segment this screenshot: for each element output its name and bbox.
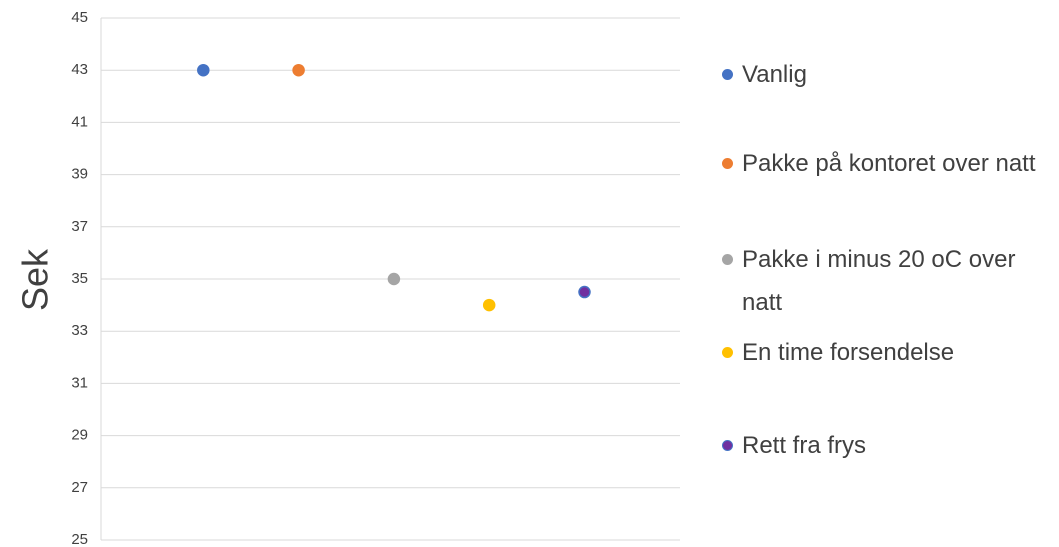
y-tick-label: 41	[71, 113, 88, 130]
y-tick-label: 31	[71, 374, 88, 391]
legend-label: Pakke på kontoret over natt	[742, 150, 1036, 177]
legend-marker	[722, 69, 733, 80]
point	[292, 63, 305, 77]
legend-label: Pakke i minus 20 oC over natt	[742, 246, 1016, 316]
y-tick-label: 27	[71, 479, 88, 496]
point	[197, 63, 210, 77]
y-tick-label: 33	[71, 322, 88, 339]
y-tick-label: 25	[71, 531, 88, 547]
y-tick-label: 37	[71, 218, 88, 235]
legend-label: Vanlig	[742, 61, 807, 88]
y-tick-label: 39	[71, 166, 88, 183]
legend-item: En time forsendelse	[722, 331, 1052, 374]
y-tick-label: 43	[71, 61, 88, 78]
legend-item: Vanlig	[722, 53, 1052, 96]
legend-label: Rett fra frys	[742, 432, 867, 459]
legend-marker	[722, 347, 733, 358]
legend-item: Pakke på kontoret over natt	[722, 142, 1052, 185]
y-axis-label: Sek	[15, 248, 56, 311]
point	[387, 272, 401, 286]
point	[482, 298, 496, 312]
y-tick-label: 35	[71, 270, 88, 287]
legend-item: Rett fra frys	[722, 424, 1052, 467]
legend-marker	[722, 254, 733, 265]
legend-item: Pakke i minus 20 oC over natt	[722, 238, 1052, 324]
y-tick-label: 45	[71, 9, 88, 26]
legend-marker	[722, 440, 733, 451]
y-tick-label: 29	[71, 427, 88, 444]
legend-marker	[722, 158, 733, 169]
point	[578, 285, 591, 299]
legend-label: En time forsendelse	[742, 339, 955, 366]
